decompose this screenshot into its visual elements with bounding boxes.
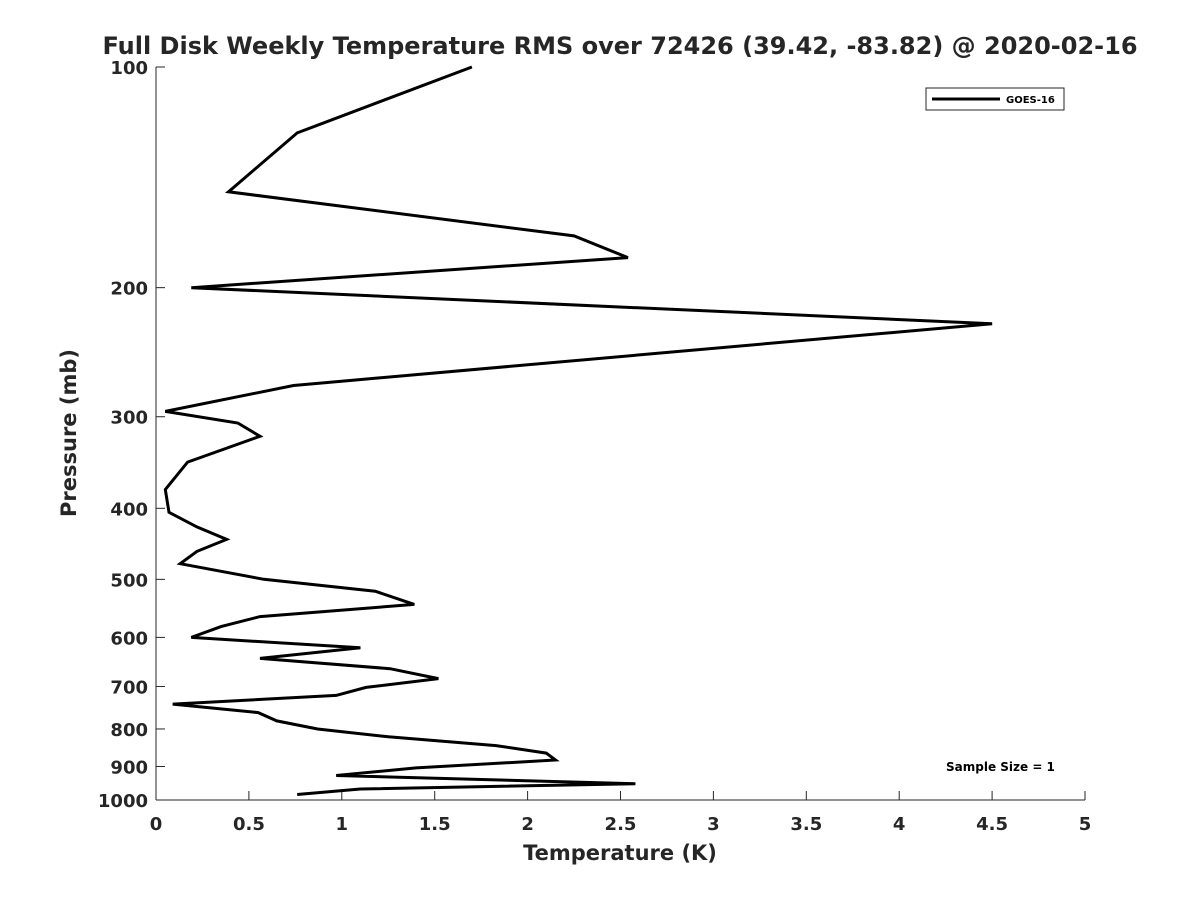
chart-title: Full Disk Weekly Temperature RMS over 72… [102,32,1137,60]
y-axis-label: Pressure (mb) [57,349,81,517]
x-tick-label: 2.5 [605,814,637,835]
y-tick-label: 600 [110,628,148,649]
y-tick-label: 100 [110,58,148,79]
x-tick-label: 2 [521,814,534,835]
y-tick-label: 1000 [98,791,148,812]
y-tick-label: 800 [110,720,148,741]
y-tick-label: 900 [110,757,148,778]
x-tick-label: 1 [336,814,349,835]
x-tick-label: 5 [1079,814,1092,835]
y-tick-label: 700 [110,677,148,698]
x-tick-label: 4 [893,814,906,835]
y-tick-label: 200 [110,279,148,300]
x-tick-label: 1.5 [419,814,451,835]
x-tick-label: 0 [150,814,163,835]
x-tick-label: 4.5 [976,814,1008,835]
legend[interactable]: GOES-16 [925,87,1065,111]
x-tick-label: 0.5 [233,814,265,835]
y-tick-label: 300 [110,408,148,429]
x-axis-label: Temperature (K) [523,841,717,865]
x-tick-label: 3 [707,814,720,835]
sample-size-annotation: Sample Size = 1 [946,760,1055,774]
y-tick-label: 400 [110,499,148,520]
series-layer [163,65,993,796]
series-line-goes-16 [163,65,993,796]
axes: 0 0.5 1 1.5 2 2.5 3 3.5 4 4.5 5 100 200 300 400 500 600 7… [98,58,1091,835]
y-tick-label: 500 [110,570,148,591]
x-tick-label: 3.5 [790,814,822,835]
legend-label-goes-16: GOES-16 [1006,95,1055,106]
